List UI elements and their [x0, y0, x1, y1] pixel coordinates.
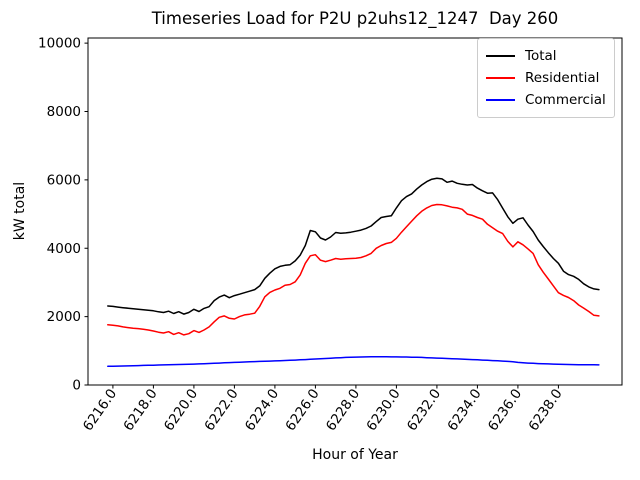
- commercial-line: [107, 356, 600, 367]
- y-tick-label: 2000: [47, 309, 81, 325]
- commercial-line-swatch: [486, 99, 515, 101]
- legend-item-total: Total: [486, 45, 606, 67]
- x-axis-label: Hour of Year: [312, 447, 398, 463]
- legend: Total Residential Commercial: [477, 38, 615, 118]
- legend-item-commercial: Commercial: [486, 89, 606, 111]
- x-tick-label: 6236.0: [485, 386, 525, 434]
- y-tick-label: 0: [72, 378, 81, 394]
- y-tick-label: 8000: [47, 104, 81, 120]
- residential-line-swatch: [486, 77, 515, 79]
- axes-frame: [87, 37, 623, 386]
- total-line-swatch: [486, 55, 515, 57]
- x-tick-label: 6228.0: [323, 386, 363, 434]
- x-tick-label: 6216.0: [80, 386, 120, 434]
- legend-item-residential: Residential: [486, 67, 606, 89]
- x-tick-label: 6222.0: [201, 386, 241, 434]
- x-tick-label: 6230.0: [363, 386, 403, 434]
- x-tick-label: 6220.0: [161, 386, 201, 434]
- total-line: [107, 177, 600, 315]
- legend-label-commercial: Commercial: [525, 92, 606, 108]
- legend-label-total: Total: [525, 48, 557, 64]
- legend-label-residential: Residential: [525, 70, 600, 86]
- y-tick-label: 10000: [38, 36, 81, 52]
- x-tick-label: 6218.0: [120, 386, 160, 434]
- y-tick-label: 6000: [47, 172, 81, 188]
- x-tick-label: 6226.0: [282, 386, 322, 434]
- x-tick-label: 6224.0: [242, 386, 282, 434]
- y-tick-label: 4000: [47, 241, 81, 257]
- chart-title: Timeseries Load for P2U p2uhs12_1247 Day…: [151, 9, 559, 28]
- x-tick-label: 6234.0: [444, 386, 484, 434]
- x-tick-label: 6238.0: [525, 386, 565, 434]
- residential-line: [107, 203, 600, 336]
- x-tick-label: 6232.0: [404, 386, 444, 434]
